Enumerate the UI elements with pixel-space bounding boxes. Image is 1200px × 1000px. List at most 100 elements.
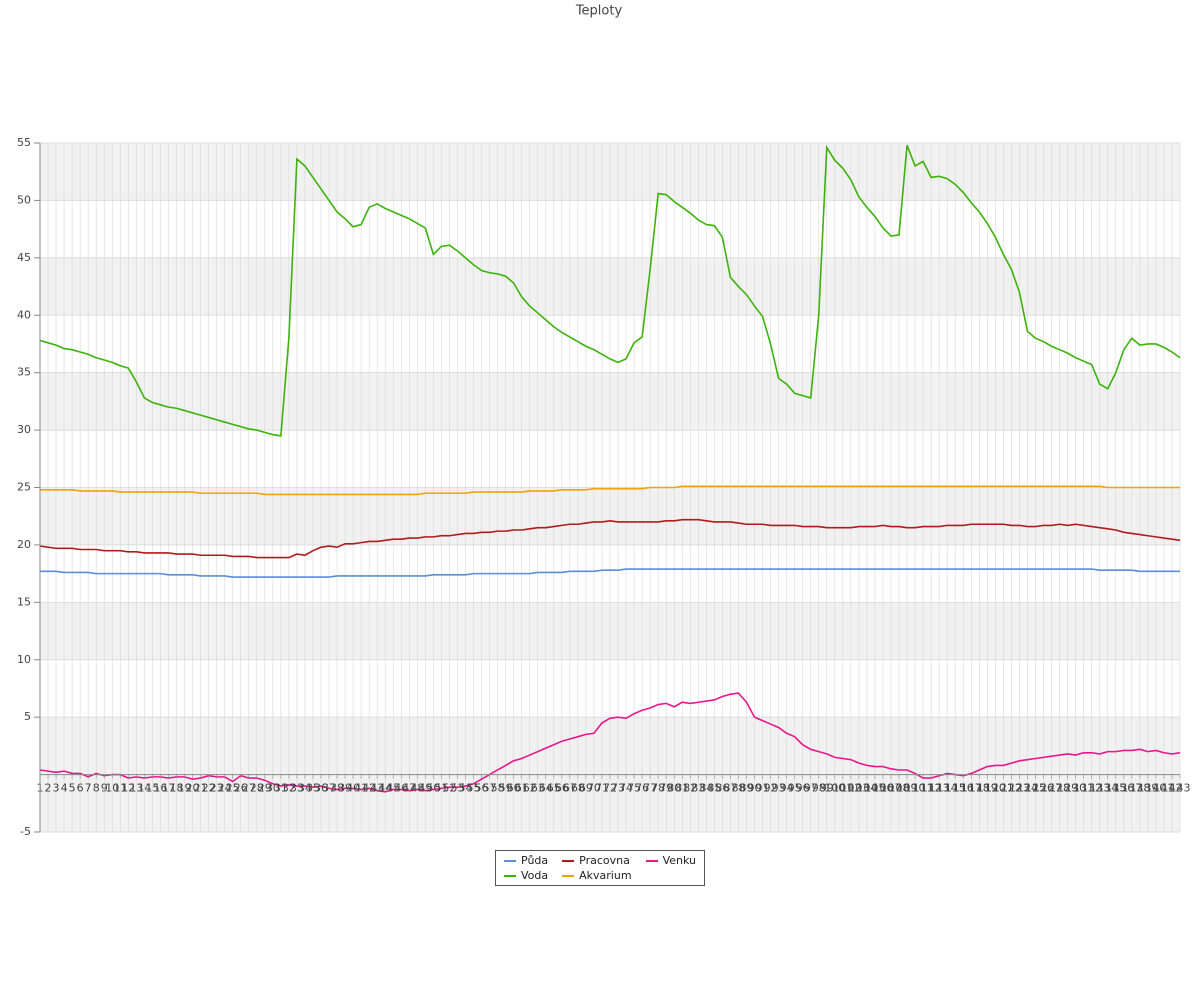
x-tick-label: 87 [723,782,737,795]
x-tick-label: 6 [77,782,84,795]
legend-label: Venku [662,854,696,867]
x-tick-label: 84 [699,782,713,795]
y-tick-label: 5 [24,710,31,723]
legend-swatch [504,859,516,862]
x-tick-label: 134 [1097,782,1118,795]
x-tick-label: 34 [298,782,312,795]
x-tick-label: 43 [370,782,384,795]
x-tick-label: 105 [864,782,885,795]
x-tick-label: 94 [780,782,794,795]
x-tick-label: 31 [274,782,288,795]
x-tick-label: 99 [820,782,834,795]
x-tick-label: 96 [796,782,810,795]
x-tick-label: 5 [69,782,76,795]
x-tick-label: 143 [1170,782,1191,795]
x-tick-label: 25 [226,782,240,795]
x-tick-label: 132 [1081,782,1102,795]
x-tick-label: 121 [993,782,1014,795]
x-tick-label: 53 [450,782,464,795]
x-tick-label: 93 [772,782,786,795]
x-tick-label: 77 [643,782,657,795]
x-tick-label: 75 [627,782,641,795]
x-tick-label: 120 [985,782,1006,795]
x-tick-label: 17 [161,782,175,795]
x-tick-label: 52 [442,782,456,795]
x-tick-label: 33 [290,782,304,795]
x-tick-label: 140 [1145,782,1166,795]
x-tick-label: 30 [266,782,280,795]
x-tick-label: 12 [121,782,135,795]
x-tick-label: 21 [194,782,208,795]
x-tick-label: 85 [707,782,721,795]
x-tick-label: 68 [571,782,585,795]
x-tick-label: 79 [659,782,673,795]
x-tick-label: 26 [234,782,248,795]
x-tick-label: 63 [531,782,545,795]
x-tick-label: 81 [675,782,689,795]
x-tick-label: 91 [756,782,770,795]
x-tick-label: 66 [555,782,569,795]
x-tick-label: 73 [611,782,625,795]
x-tick-label: 14 [137,782,151,795]
x-tick-label: 37 [322,782,336,795]
y-tick-label: 10 [17,653,31,666]
legend-item: Akvarium [562,869,632,882]
x-tick-label: 24 [218,782,232,795]
legend-label: Pracovna [579,854,630,867]
x-tick-label: 13 [129,782,143,795]
y-tick-label: 35 [17,366,31,379]
x-tick-label: 98 [812,782,826,795]
x-tick-label: 101 [832,782,853,795]
x-tick-label: 32 [282,782,296,795]
x-tick-label: 112 [921,782,942,795]
legend-item: Půda [504,854,548,867]
x-tick-label: 50 [426,782,440,795]
x-tick-label: 35 [306,782,320,795]
chart-title: Teploty [575,4,623,19]
x-tick-label: 100 [824,782,845,795]
y-tick-label: 25 [17,481,31,494]
x-tick-label: 115 [945,782,966,795]
legend-label: Voda [521,869,549,882]
x-tick-label: 131 [1073,782,1094,795]
x-tick-label: 69 [579,782,593,795]
x-tick-label: 97 [804,782,818,795]
x-tick-label: 71 [595,782,609,795]
x-tick-label: 108 [889,782,910,795]
x-tick-label: 123 [1009,782,1030,795]
x-tick-label: 92 [764,782,778,795]
x-tick-label: 142 [1161,782,1182,795]
x-tick-label: 103 [848,782,869,795]
legend-item: Venku [645,854,696,867]
x-tick-label: 76 [635,782,649,795]
x-tick-label: 28 [250,782,264,795]
series-line [39,145,1181,437]
x-tick-label: 113 [929,782,950,795]
legend-swatch [562,874,575,877]
series-line [40,485,1180,496]
legend-item: Voda [504,869,548,882]
x-tick-label: 42 [362,782,376,795]
x-tick-label: 19 [178,782,192,795]
x-tick-label: 22 [202,782,216,795]
x-tick-label: 90 [748,782,762,795]
x-tick-label: 109 [897,782,918,795]
x-tick-label: 83 [691,782,705,795]
x-tick-label: 133 [1089,782,1110,795]
x-tick-label: 64 [539,782,553,795]
x-tick-label: 107 [880,782,901,795]
x-tick-label: 78 [651,782,665,795]
x-tick-label: 61 [515,782,529,795]
x-tick-label: 59 [499,782,513,795]
x-tick-label: 80 [667,782,681,795]
x-tick-label: 111 [913,782,934,795]
legend-swatch [562,859,575,862]
x-tick-label: 10 [105,782,119,795]
x-tick-label: 2 [45,782,52,795]
x-tick-label: 127 [1041,782,1062,795]
x-tick-label: 16 [153,782,167,795]
series-line [39,518,1181,559]
x-tick-label: 47 [402,782,416,795]
x-tick-label: 74 [619,782,633,795]
